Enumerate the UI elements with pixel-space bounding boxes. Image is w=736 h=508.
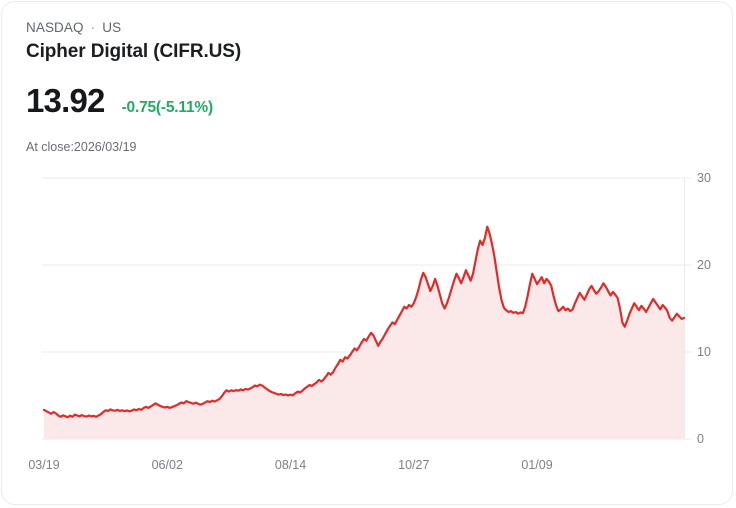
price-change: -0.75(-5.11%) [121, 99, 214, 116]
price-chart-svg [42, 177, 692, 440]
market-status: At close:2026/03/19 [26, 140, 137, 154]
price-line [42, 225, 686, 419]
exchange-separator: · [90, 20, 96, 35]
exchange-row: NASDAQ · US [26, 20, 686, 36]
exchange-label: NASDAQ [26, 20, 84, 35]
quote-header: NASDAQ · US Cipher Digital (CIFR.US) [26, 20, 686, 64]
price-area-fill [44, 226, 684, 439]
last-price: 13.92 [26, 82, 105, 119]
page-title: Cipher Digital (CIFR.US) [26, 41, 242, 62]
price-chart[interactable]: 0 10 20 30 03/19 06/02 08/14 10/27 01/09 [2, 162, 732, 472]
price-row: 13.92 -0.75(-5.11%) [26, 82, 213, 120]
region-label: US [102, 20, 122, 35]
